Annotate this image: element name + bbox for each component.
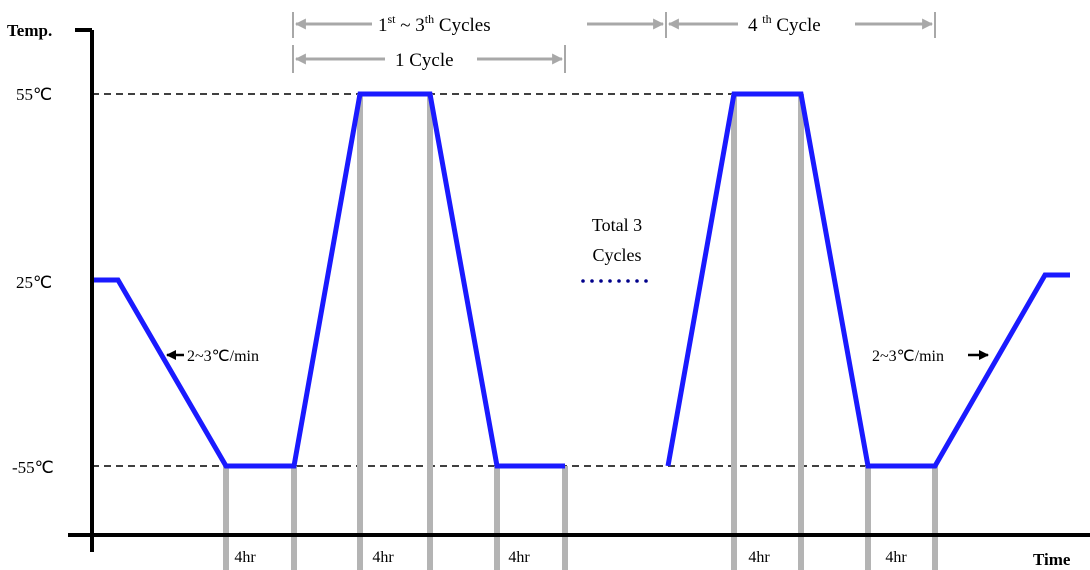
dwell-label: 4hr	[234, 549, 256, 566]
dwell-bars	[223, 94, 938, 570]
y-tick-55: 55℃	[16, 85, 52, 104]
dwell-label: 4hr	[748, 549, 770, 566]
total-cycles-line2: Cycles	[593, 245, 642, 265]
y-axis-label: Temp.	[7, 21, 52, 40]
dwell-label: 4hr	[885, 549, 907, 566]
temperature-profile-cycles	[92, 91, 565, 469]
y-tick-minus55: -55℃	[12, 458, 54, 477]
x-axis-label: Time	[1033, 550, 1071, 569]
total-cycles-line1: Total 3	[592, 215, 642, 235]
range-arrows	[294, 18, 934, 65]
dwell-label: 4hr	[372, 549, 394, 566]
rate-label-right: 2~3℃/min	[872, 348, 944, 365]
range-markers	[292, 12, 936, 73]
rate-label-left: 2~3℃/min	[187, 348, 259, 365]
y-tick-25: 25℃	[16, 273, 52, 292]
continuation-dots	[581, 279, 648, 283]
fourth-cycle-label: 4 th Cycle	[748, 12, 821, 36]
dwell-label: 4hr	[508, 549, 530, 566]
temperature-profile-final-cycle	[665, 91, 1070, 469]
one-cycle-label: 1 Cycle	[395, 50, 454, 71]
cycles-range-label: 1st ~ 3th Cycles	[378, 12, 491, 36]
